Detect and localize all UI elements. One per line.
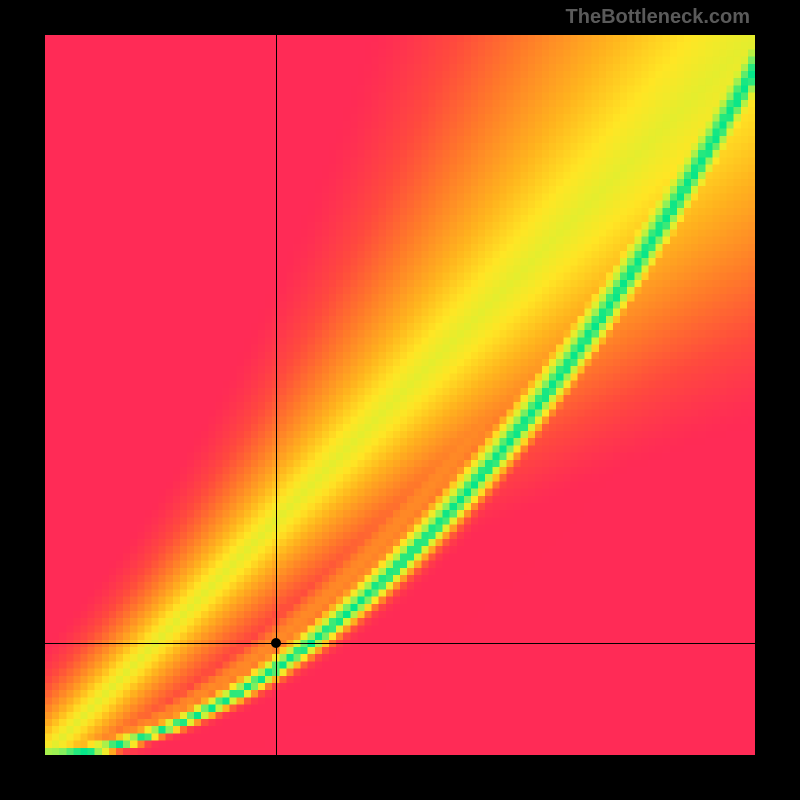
heatmap-plot: [45, 35, 755, 755]
data-point-marker: [271, 638, 281, 648]
heatmap-canvas: [45, 35, 755, 755]
watermark-text: TheBottleneck.com: [566, 6, 750, 29]
